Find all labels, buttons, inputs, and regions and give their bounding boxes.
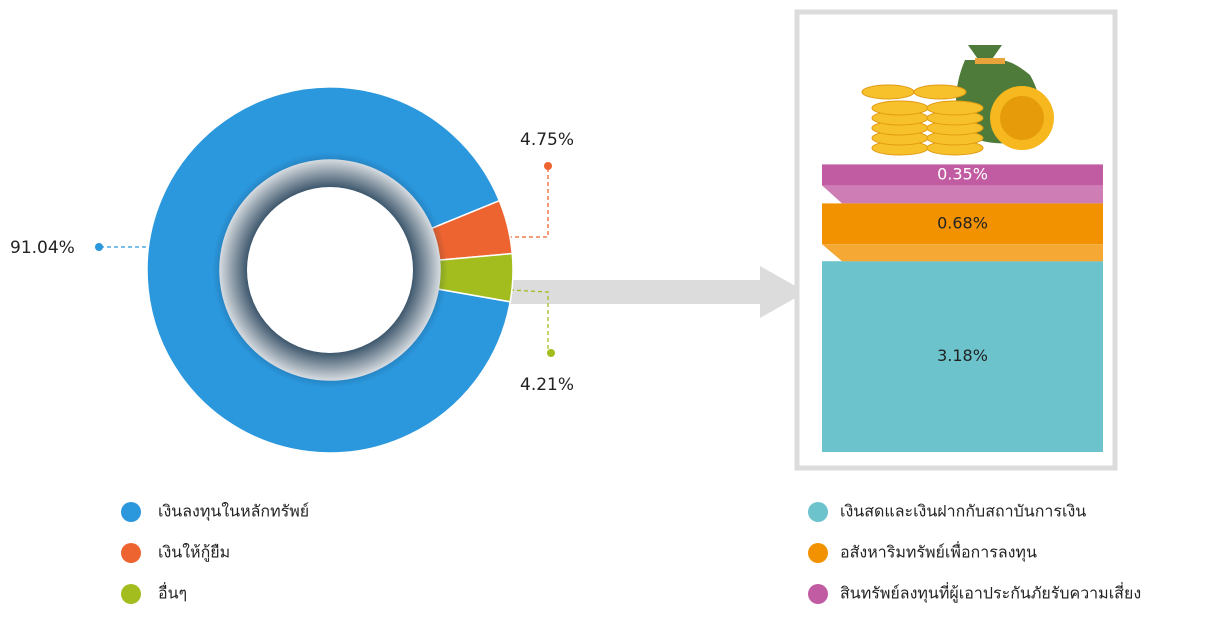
value-label: 0.35% xyxy=(937,164,988,183)
chart: 91.04%4.75%4.21%เงินลงทุนในหลักทรัพย์เงิ… xyxy=(0,0,1224,617)
donut-hole xyxy=(247,187,413,353)
value-label: 3.18% xyxy=(937,346,988,365)
legend-marker xyxy=(808,584,828,604)
leader-dot xyxy=(544,162,552,170)
legend-label: เงินสดและเงินฝากกับสถาบันการเงิน xyxy=(840,502,1086,521)
connector xyxy=(822,244,1103,261)
legend-label: สินทรัพย์ลงทุนที่ผู้เอาประกันภัยรับความเ… xyxy=(840,582,1141,604)
legend-marker xyxy=(121,502,141,522)
leader-dot xyxy=(547,349,555,357)
legend-marker xyxy=(808,543,828,563)
value-label: 0.68% xyxy=(937,213,988,232)
leader-dot xyxy=(95,243,103,251)
legend-marker xyxy=(808,502,828,522)
connector xyxy=(822,185,1103,203)
legend-label: อื่นๆ xyxy=(158,582,187,603)
legend-label: เงินลงทุนในหลักทรัพย์ xyxy=(158,502,309,522)
legend-marker xyxy=(121,584,141,604)
value-label: 91.04% xyxy=(10,238,75,258)
legend-label: เงินให้กู้ยืม xyxy=(158,543,230,563)
value-label: 4.75% xyxy=(520,130,574,150)
value-label: 4.21% xyxy=(520,375,574,395)
arrow xyxy=(510,266,806,318)
legend-label: อสังหาริมทรัพย์เพื่อการลงทุน xyxy=(840,541,1037,563)
legend-marker xyxy=(121,543,141,563)
